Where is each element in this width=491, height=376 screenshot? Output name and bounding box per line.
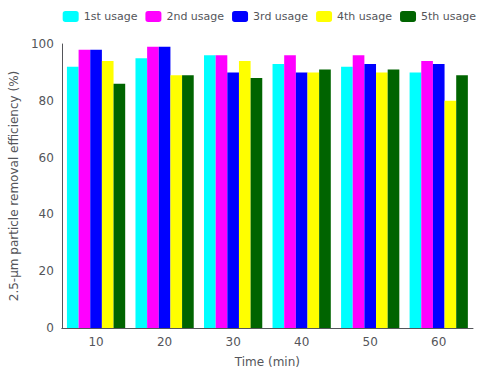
- svg-text:80: 80: [39, 94, 54, 108]
- svg-text:60: 60: [39, 151, 54, 165]
- svg-text:10: 10: [88, 335, 103, 349]
- svg-text:1st usage: 1st usage: [84, 10, 138, 23]
- svg-text:20: 20: [39, 264, 54, 278]
- svg-text:3rd usage: 3rd usage: [253, 10, 308, 23]
- svg-text:Time (min): Time (min): [234, 355, 300, 369]
- svg-text:40: 40: [294, 335, 309, 349]
- svg-text:2.5-μm particle removal effici: 2.5-μm particle removal efficiency (%): [7, 71, 21, 302]
- svg-text:60: 60: [431, 335, 446, 349]
- svg-text:20: 20: [157, 335, 172, 349]
- svg-text:30: 30: [225, 335, 240, 349]
- svg-text:5th usage: 5th usage: [421, 10, 476, 23]
- svg-text:50: 50: [363, 335, 378, 349]
- svg-text:40: 40: [39, 207, 54, 221]
- svg-text:4th usage: 4th usage: [337, 10, 392, 23]
- svg-text:0: 0: [46, 321, 54, 335]
- svg-text:2nd usage: 2nd usage: [166, 10, 224, 23]
- svg-text:100: 100: [31, 37, 54, 51]
